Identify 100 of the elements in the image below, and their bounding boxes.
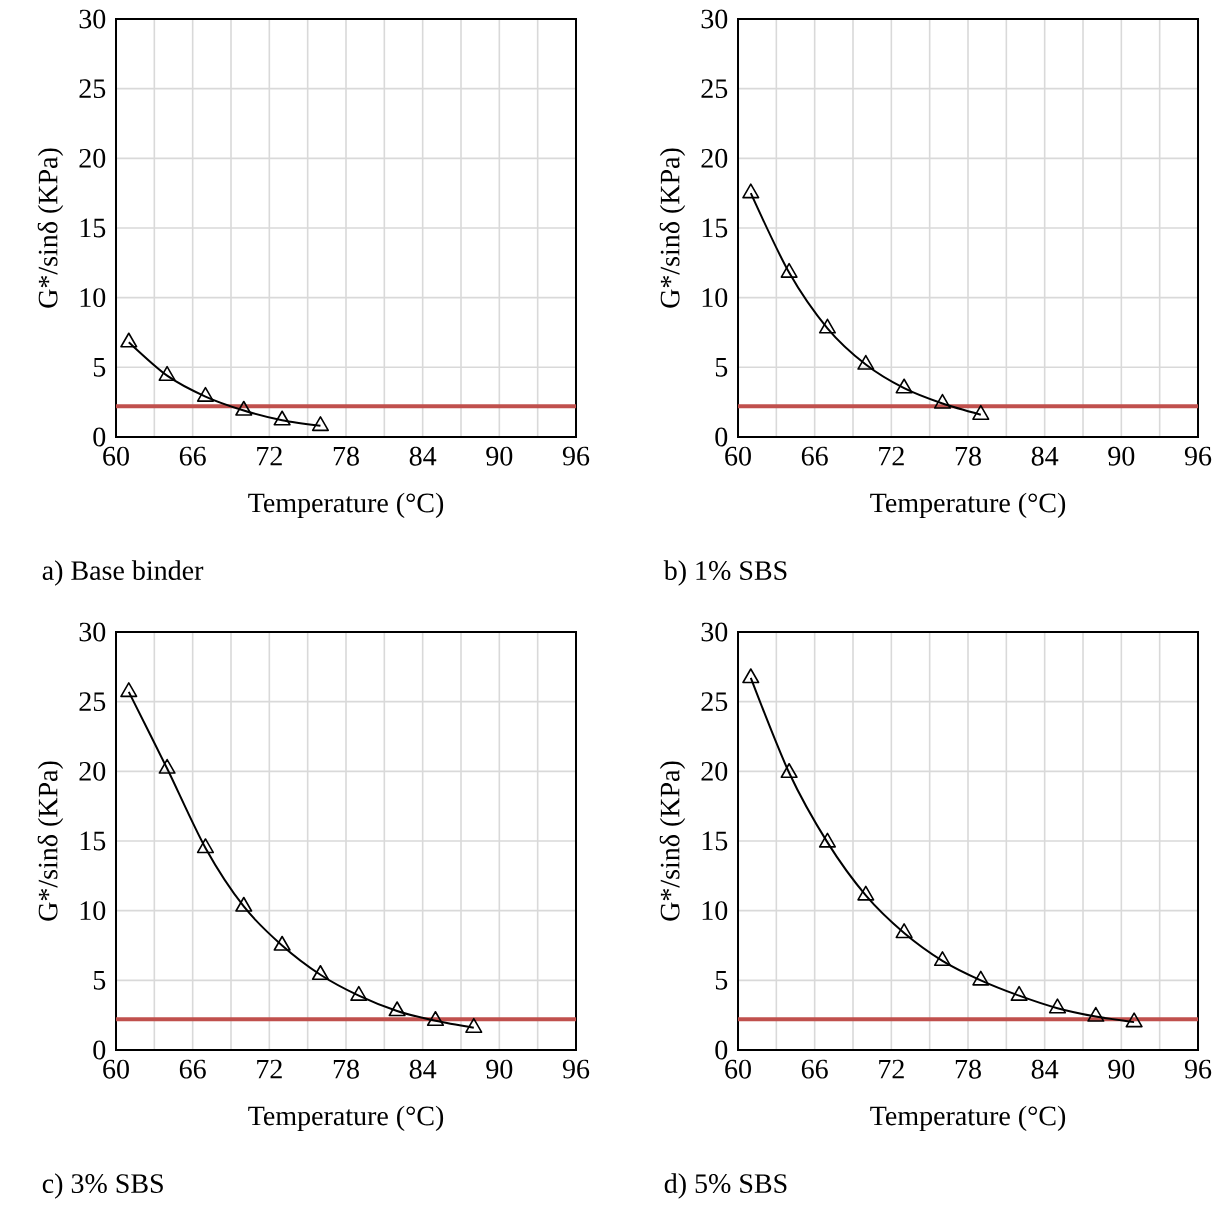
y-tick-label: 0 <box>93 1040 106 1060</box>
x-tick-label: 90 <box>1108 1059 1135 1079</box>
x-tick-label: 96 <box>562 446 590 466</box>
y-tick-label: 25 <box>701 79 728 99</box>
point <box>780 762 798 779</box>
x-tick-label: 84 <box>409 446 437 466</box>
point <box>235 896 253 912</box>
x-tick-label: 78 <box>333 446 359 466</box>
x-tick-label: 96 <box>1184 446 1212 466</box>
point <box>895 378 913 394</box>
point <box>120 332 138 348</box>
point <box>972 970 990 986</box>
x-tick-label: 84 <box>1031 1059 1059 1079</box>
y-tick-label: 25 <box>79 692 106 712</box>
x-tick-label: 60 <box>725 1059 751 1079</box>
point <box>426 1010 445 1027</box>
point <box>158 365 176 381</box>
x-tick-label: 72 <box>879 1059 904 1079</box>
x-tick-label: 72 <box>257 446 282 466</box>
y-tick-label: 5 <box>93 971 106 990</box>
y-tick-label: 0 <box>93 427 106 447</box>
point <box>350 985 368 1001</box>
x-tick-label: 78 <box>955 1059 981 1079</box>
x-axis-title: Temperature (°C) <box>870 1105 1066 1132</box>
point <box>388 1001 406 1017</box>
y-tick-label: 5 <box>715 358 728 377</box>
y-tick-label: 10 <box>702 288 728 308</box>
point <box>742 183 760 199</box>
y-tick-label: 10 <box>80 288 106 308</box>
point <box>857 354 875 370</box>
y-tick-label: 25 <box>79 79 106 99</box>
point <box>742 668 760 684</box>
x-tick-label: 84 <box>1031 446 1059 466</box>
x-tick-label: 72 <box>257 1059 282 1079</box>
x-tick-label: 96 <box>1184 1059 1212 1079</box>
x-tick-label: 96 <box>562 1059 590 1079</box>
x-tick-label: 72 <box>879 446 904 466</box>
x-tick-label: 60 <box>725 446 751 466</box>
x-axis-title: Temperature (°C) <box>248 492 444 519</box>
y-tick-label: 0 <box>715 1040 728 1060</box>
x-tick-label: 60 <box>103 446 129 466</box>
point <box>1087 1006 1105 1022</box>
x-tick-label: 78 <box>333 1059 359 1079</box>
x-tick-label: 66 <box>179 1059 206 1079</box>
point <box>273 935 291 951</box>
y-tick-label: 10 <box>80 901 106 921</box>
point <box>933 951 952 967</box>
y-axis-title: G*/sinδ (KPa) <box>37 148 64 308</box>
y-tick-label: 5 <box>715 971 728 990</box>
point <box>196 838 215 854</box>
text: b) 1% SBS <box>663 560 787 586</box>
y-tick-label: 30 <box>79 622 106 642</box>
y-tick-label: 15 <box>702 218 728 238</box>
point <box>311 416 330 432</box>
point <box>120 682 138 698</box>
y-tick-label: 30 <box>701 9 728 29</box>
x-tick-label: 90 <box>1108 446 1135 466</box>
y-tick-label: 20 <box>79 761 106 781</box>
point <box>1010 985 1028 1001</box>
x-tick-label: 66 <box>179 446 206 466</box>
point <box>1048 998 1067 1014</box>
point <box>465 1017 483 1034</box>
y-axis-title: G*/sinδ (KPa) <box>37 761 64 921</box>
y-tick-label: 0 <box>715 427 728 447</box>
x-tick-label: 66 <box>801 446 828 466</box>
point <box>933 393 952 409</box>
text: d) 5% SBS <box>664 1173 787 1199</box>
point <box>818 832 837 848</box>
y-tick-label: 20 <box>701 761 728 781</box>
x-tick-label: 84 <box>409 1059 437 1079</box>
point <box>895 923 913 939</box>
y-tick-label: 5 <box>93 358 106 377</box>
point <box>158 758 176 774</box>
y-tick-label: 20 <box>701 148 728 168</box>
y-axis-title: G*/sinδ (KPa) <box>659 761 686 921</box>
y-tick-label: 25 <box>701 692 728 712</box>
point <box>818 318 837 334</box>
x-tick-label: 90 <box>486 446 513 466</box>
y-tick-label: 10 <box>702 901 728 921</box>
x-tick-label: 78 <box>955 446 981 466</box>
point <box>196 386 215 402</box>
y-tick-label: 15 <box>702 831 728 851</box>
y-tick-label: 30 <box>701 622 728 642</box>
x-tick-label: 60 <box>103 1059 129 1079</box>
x-axis-title: Temperature (°C) <box>870 492 1066 519</box>
y-tick-label: 15 <box>80 831 106 851</box>
point <box>1125 1012 1143 1028</box>
y-tick-label: 30 <box>79 9 106 29</box>
y-tick-label: 15 <box>80 218 106 238</box>
x-tick-label: 66 <box>801 1059 828 1079</box>
point <box>780 262 798 278</box>
point <box>311 964 330 981</box>
text: a) Base binder <box>42 560 204 586</box>
y-tick-label: 20 <box>79 148 106 168</box>
x-axis-title: Temperature (°C) <box>248 1105 444 1132</box>
text: c) 3% SBS <box>42 1173 163 1199</box>
x-tick-label: 90 <box>486 1059 513 1079</box>
point <box>972 404 990 420</box>
point <box>857 885 875 901</box>
point <box>235 400 253 416</box>
